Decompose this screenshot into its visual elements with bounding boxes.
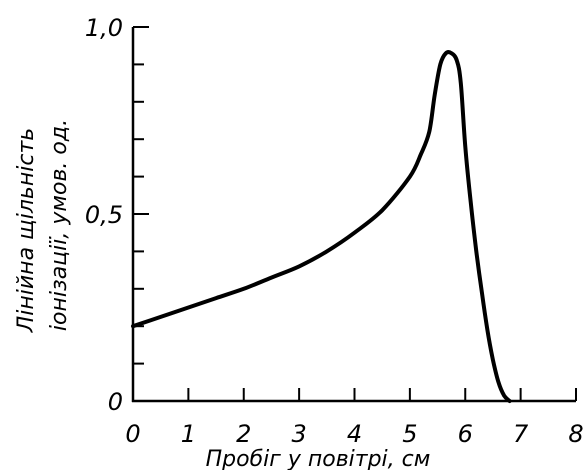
- tick-labels: 0 1 2 3 4 5 6 7 8 0 0,5 1,0: [85, 14, 584, 448]
- y-axis-label-line2: іонізації, умов. од.: [47, 119, 72, 331]
- y-axis-label-line1: Лінійна щільність: [14, 128, 39, 334]
- ticks: [132, 26, 577, 402]
- x-tick-label-2: 2: [236, 420, 251, 448]
- x-tick-label-5: 5: [402, 420, 417, 448]
- ionization-curve: [131, 50, 512, 403]
- y-tick-label-2: 1,0: [85, 14, 123, 42]
- x-axis-label: Пробіг у повітрі, см: [206, 447, 431, 470]
- x-tick-label-0: 0: [125, 420, 140, 448]
- axes: [131, 27, 576, 403]
- x-tick-label-6: 6: [458, 420, 473, 448]
- y-tick-label-0: 0: [108, 388, 123, 416]
- x-tick-label-3: 3: [291, 420, 306, 448]
- x-tick-label-1: 1: [181, 420, 196, 448]
- x-tick-label-8: 8: [568, 420, 583, 448]
- x-tick-label-4: 4: [347, 420, 362, 448]
- x-tick-label-7: 7: [513, 420, 529, 448]
- y-tick-label-1: 0,5: [85, 201, 123, 229]
